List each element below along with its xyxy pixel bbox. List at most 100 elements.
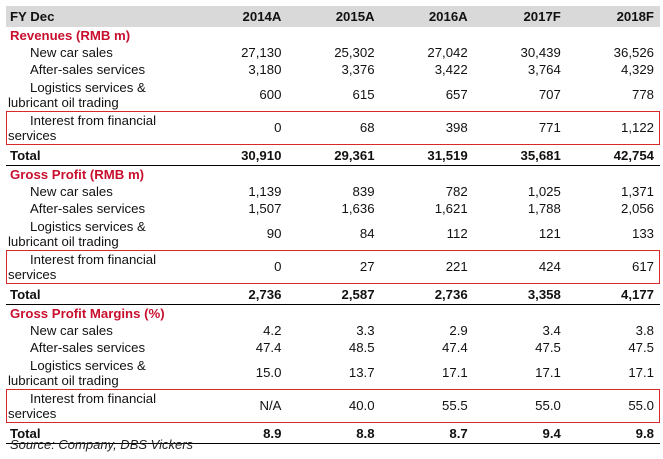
cell: 47.4: [442, 340, 468, 355]
highlighted-row: Interest from financial services 0 27 22…: [6, 250, 660, 284]
row-label: After-sales services: [30, 62, 146, 77]
cell: 2.9: [449, 323, 468, 338]
header-year: 2018F: [566, 6, 660, 27]
cell: 424: [538, 259, 561, 274]
row-label: After-sales services: [30, 201, 146, 216]
cell: 3.3: [356, 323, 375, 338]
cell: 47.4: [255, 340, 282, 355]
row-label: New car sales: [30, 184, 113, 199]
total-cell: 31,519: [380, 144, 474, 166]
cell: 36,526: [613, 45, 654, 60]
cell: 771: [538, 120, 561, 135]
row-label: New car sales: [30, 45, 113, 60]
row-label-line2: services: [8, 405, 57, 421]
cell: 48.5: [348, 340, 375, 355]
cell: 90: [266, 226, 282, 241]
table-row: After-sales services 3,180 3,376 3,422 3…: [6, 61, 660, 78]
row-label-line1: Logistics services &: [30, 218, 146, 234]
row-label: New car sales: [30, 323, 113, 338]
header-year: 2015A: [287, 6, 381, 27]
cell: 27,130: [241, 45, 282, 60]
financial-table: FY Dec 2014A 2015A 2016A 2017F 2018F Rev…: [6, 6, 660, 444]
header-year: 2014A: [194, 6, 288, 27]
section-title-row: Gross Profit Margins (%): [6, 305, 660, 323]
cell: 839: [352, 184, 375, 199]
cell: 47.5: [535, 340, 561, 355]
total-cell: 8.9: [194, 422, 288, 444]
total-cell: 35,681: [473, 144, 567, 166]
cell: 3.4: [542, 323, 561, 338]
header-label: FY Dec: [6, 6, 195, 27]
cell: 1,788: [527, 201, 561, 216]
row-label: Interest from financial services: [6, 389, 194, 423]
cell: 68: [359, 120, 375, 135]
cell: 55.0: [535, 398, 561, 413]
table-row: After-sales services 1,507 1,636 1,621 1…: [6, 200, 660, 217]
cell: 3,180: [248, 62, 282, 77]
total-label: Total: [6, 283, 195, 305]
row-label-line2: lubricant oil trading: [8, 233, 119, 249]
total-cell: 4,177: [566, 283, 660, 305]
cell: N/A: [259, 398, 282, 413]
row-label-line1: Interest from financial: [30, 390, 157, 406]
row-label-line2: lubricant oil trading: [8, 372, 119, 388]
cell: 27,042: [427, 45, 468, 60]
cell: 121: [538, 226, 561, 241]
total-row: Total 2,736 2,587 2,736 3,358 4,177: [6, 283, 660, 305]
section-title-row: Revenues (RMB m): [6, 27, 660, 44]
table-row: Logistics services & lubricant oil tradi…: [6, 78, 660, 111]
row-label-line1: Logistics services &: [30, 357, 146, 373]
cell: 3,422: [434, 62, 468, 77]
cell: 2,056: [620, 201, 654, 216]
header-year: 2016A: [380, 6, 474, 27]
cell: 657: [445, 87, 468, 102]
header-row: FY Dec 2014A 2015A 2016A 2017F 2018F: [6, 6, 660, 27]
table-row: Logistics services & lubricant oil tradi…: [6, 356, 660, 389]
cell: 55.0: [628, 398, 654, 413]
row-label-line2: services: [8, 266, 57, 282]
cell: 17.1: [535, 365, 561, 380]
table-row: New car sales 4.2 3.3 2.9 3.4 3.8: [6, 322, 660, 339]
cell: 615: [352, 87, 375, 102]
cell: 221: [445, 259, 468, 274]
total-cell: 2,587: [287, 283, 381, 305]
section-title: Gross Profit (RMB m): [10, 167, 145, 182]
cell: 55.5: [442, 398, 468, 413]
cell: 84: [359, 226, 375, 241]
total-label: Total: [6, 144, 195, 166]
cell: 1,621: [434, 201, 468, 216]
header-year: 2017F: [473, 6, 567, 27]
highlighted-row: Interest from financial services N/A 40.…: [6, 389, 660, 423]
financial-table-container: FY Dec 2014A 2015A 2016A 2017F 2018F Rev…: [6, 6, 660, 444]
cell: 0: [274, 259, 282, 274]
table-row: Logistics services & lubricant oil tradi…: [6, 217, 660, 250]
cell: 782: [445, 184, 468, 199]
total-row: Total 30,910 29,361 31,519 35,681 42,754: [6, 144, 660, 166]
row-label: Interest from financial services: [6, 250, 194, 284]
row-label-line1: Logistics services &: [30, 79, 146, 95]
cell: 398: [445, 120, 468, 135]
cell: 1,636: [341, 201, 375, 216]
cell: 600: [259, 87, 282, 102]
cell: 13.7: [348, 365, 375, 380]
cell: 30,439: [520, 45, 561, 60]
cell: 707: [538, 87, 561, 102]
row-label-line2: lubricant oil trading: [8, 94, 119, 110]
cell: 4.2: [263, 323, 282, 338]
total-label: Total: [6, 422, 195, 444]
row-label: Logistics services & lubricant oil tradi…: [6, 217, 194, 250]
cell: 17.1: [442, 365, 468, 380]
section-title: Revenues (RMB m): [10, 28, 131, 43]
cell: 133: [631, 226, 654, 241]
total-cell: 9.4: [473, 422, 567, 444]
total-cell: 3,358: [473, 283, 567, 305]
row-label-line1: Interest from financial: [30, 112, 157, 128]
cell: 40.0: [348, 398, 375, 413]
row-label: Logistics services & lubricant oil tradi…: [6, 78, 194, 111]
total-cell: 2,736: [380, 283, 474, 305]
row-label: After-sales services: [30, 340, 146, 355]
total-cell: 2,736: [194, 283, 288, 305]
cell: 1,139: [248, 184, 282, 199]
cell: 3,376: [341, 62, 375, 77]
cell: 0: [274, 120, 282, 135]
